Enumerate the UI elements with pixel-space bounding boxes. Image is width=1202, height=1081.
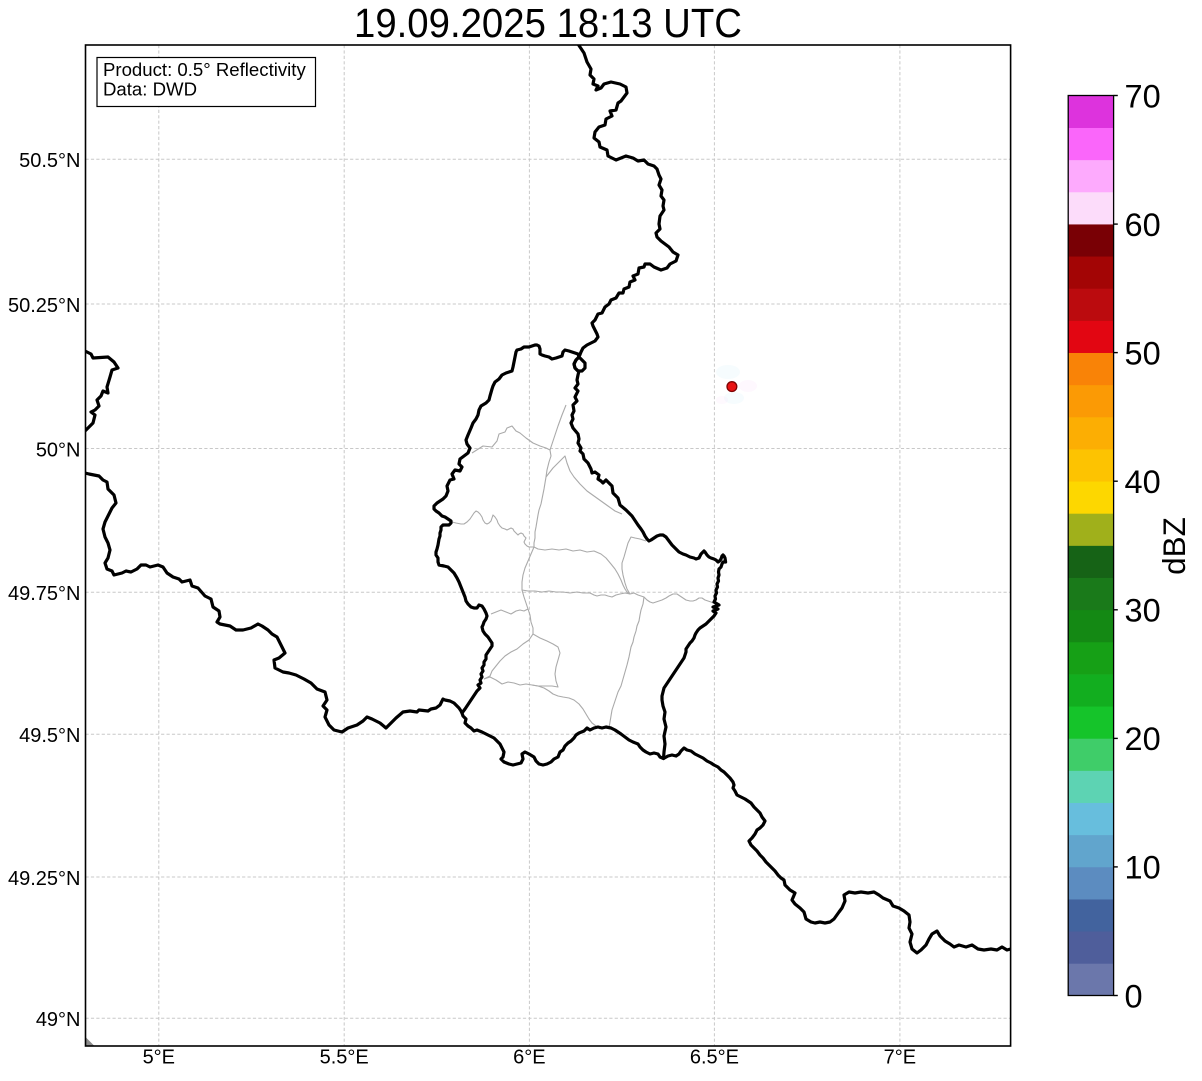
svg-text:50.5°N: 50.5°N	[19, 150, 80, 172]
svg-text:6.5°E: 6.5°E	[690, 1047, 739, 1069]
svg-text:5.5°E: 5.5°E	[320, 1047, 369, 1069]
svg-text:49.5°N: 49.5°N	[19, 725, 80, 747]
svg-text:50.25°N: 50.25°N	[8, 295, 81, 317]
svg-text:Data: DWD: Data: DWD	[103, 79, 197, 100]
svg-text:30: 30	[1125, 593, 1161, 629]
svg-text:49.75°N: 49.75°N	[8, 583, 81, 605]
svg-text:10: 10	[1125, 850, 1161, 886]
svg-text:0: 0	[1125, 978, 1143, 1014]
svg-text:dBZ: dBZ	[1156, 517, 1192, 575]
svg-text:Product: 0.5° Reflectivity: Product: 0.5° Reflectivity	[103, 59, 306, 80]
svg-text:49°N: 49°N	[36, 1009, 81, 1031]
svg-text:50°N: 50°N	[36, 439, 81, 461]
svg-text:49.25°N: 49.25°N	[8, 868, 81, 890]
svg-text:7°E: 7°E	[884, 1047, 916, 1069]
svg-text:70: 70	[1125, 78, 1161, 114]
svg-text:20: 20	[1125, 721, 1161, 757]
svg-text:60: 60	[1125, 207, 1161, 243]
svg-text:6°E: 6°E	[513, 1047, 545, 1069]
svg-text:19.09.2025 18:13 UTC: 19.09.2025 18:13 UTC	[354, 0, 742, 46]
svg-text:40: 40	[1125, 464, 1161, 500]
svg-text:50: 50	[1125, 335, 1161, 371]
svg-text:5°E: 5°E	[143, 1047, 175, 1069]
